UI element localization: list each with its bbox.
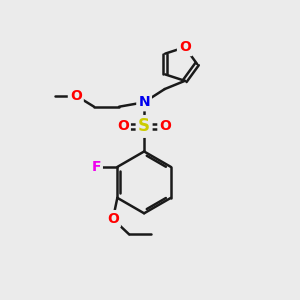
Text: N: N — [138, 95, 150, 109]
Text: O: O — [179, 40, 191, 54]
Text: O: O — [70, 88, 82, 103]
Text: S: S — [138, 117, 150, 135]
Text: F: F — [92, 160, 101, 174]
Text: O: O — [107, 212, 119, 226]
Text: O: O — [117, 119, 129, 134]
Text: O: O — [159, 119, 171, 134]
